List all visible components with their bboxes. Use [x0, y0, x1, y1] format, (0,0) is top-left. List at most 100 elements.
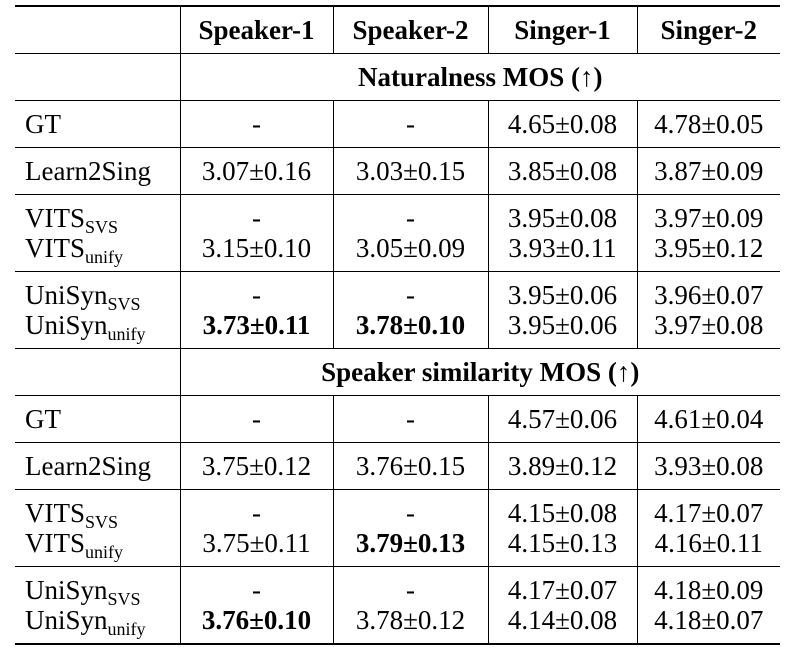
data-row: UniSynSVS - -3.95±0.06 3.96±0.07 — [15, 271, 780, 314]
blank-cell — [15, 348, 180, 396]
score-cell: 4.18±0.09 — [636, 566, 780, 605]
score-cell: 4.14±0.08 — [487, 605, 637, 644]
method-subscript: unify — [85, 247, 123, 267]
method-base: UniSyn — [25, 575, 108, 605]
method-subscript: SVS — [85, 512, 119, 532]
score-cell: 4.65±0.08 — [487, 100, 637, 148]
score-cell: 4.57±0.06 — [487, 395, 637, 443]
score-cell: 3.87±0.09 — [636, 147, 780, 195]
score-cell: - — [179, 271, 333, 310]
score-cell: - — [332, 100, 488, 148]
method-name: UniSynSVS — [15, 566, 180, 608]
method-base: UniSyn — [25, 310, 108, 340]
score-cell: 4.15±0.13 — [487, 528, 637, 567]
blank-cell — [15, 53, 180, 101]
data-row: UniSynunify 3.73±0.11 3.78±0.10 3.95±0.06 3.… — [15, 310, 780, 349]
method-base: VITS — [25, 528, 85, 558]
score-cell: - — [332, 489, 488, 528]
method-name: VITSunify — [15, 528, 180, 567]
score-cell: 3.75±0.11 — [179, 528, 333, 567]
score-cell: - — [179, 489, 333, 528]
score-cell: - — [179, 566, 333, 605]
score-cell: 3.79±0.13 — [332, 528, 488, 567]
score-cell: 4.17±0.07 — [487, 566, 637, 605]
score-cell: 3.78±0.12 — [332, 605, 488, 644]
score-cell: 4.15±0.08 — [487, 489, 637, 528]
data-row: GT - -4.57±0.06 4.61±0.04 — [15, 395, 780, 443]
header-row: Speaker-1 Speaker-2 Singer-1 Singer-2 — [15, 6, 780, 54]
method-base: UniSyn — [25, 605, 108, 635]
data-row: UniSynSVS - -4.17±0.07 4.18±0.09 — [15, 566, 780, 608]
data-row: VITSunify 3.75±0.11 3.79±0.13 4.15±0.13 4.16… — [15, 528, 780, 567]
score-cell: - — [332, 395, 488, 443]
score-cell: 3.85±0.08 — [487, 147, 637, 195]
score-cell: 3.95±0.08 — [487, 194, 637, 233]
score-cell: 3.07±0.16 — [179, 147, 333, 195]
column-header: Singer-2 — [636, 6, 780, 54]
score-cell: 4.61±0.04 — [636, 395, 780, 443]
score-cell: - — [332, 566, 488, 605]
score-cell: - — [179, 100, 333, 148]
score-cell: 3.76±0.10 — [179, 605, 333, 644]
method-base: GT — [25, 404, 61, 434]
data-row: UniSynunify 3.76±0.10 3.78±0.12 4.14±0.08 4.… — [15, 605, 780, 644]
score-cell: 4.18±0.07 — [636, 605, 780, 644]
method-subscript: unify — [107, 619, 146, 639]
score-cell: 3.95±0.06 — [487, 310, 637, 349]
method-name: UniSynunify — [15, 310, 180, 349]
section-title: Naturalness MOS (↑) — [179, 53, 780, 101]
score-cell: 4.16±0.11 — [636, 528, 780, 567]
method-name: VITSunify — [15, 233, 180, 272]
column-header: Speaker-2 — [332, 6, 488, 54]
score-cell: - — [332, 271, 488, 310]
data-row: VITSSVS - -3.95±0.08 3.97±0.09 — [15, 194, 780, 237]
score-cell: 3.89±0.12 — [487, 442, 637, 490]
score-cell: 3.93±0.08 — [636, 442, 780, 490]
results-table: Speaker-1 Speaker-2 Singer-1 Singer-2 Natura… — [15, 5, 780, 645]
method-name: GT — [15, 100, 180, 148]
method-name: UniSynSVS — [15, 271, 180, 314]
corner-cell — [15, 6, 180, 54]
method-name: UniSynunify — [15, 605, 180, 644]
data-row: VITSSVS - -4.15±0.08 4.17±0.07 — [15, 489, 780, 532]
score-cell: 3.78±0.10 — [332, 310, 488, 349]
method-base: VITS — [25, 203, 85, 233]
method-base: GT — [25, 109, 61, 139]
method-base: VITS — [25, 498, 85, 528]
data-row: VITSunify 3.15±0.10 3.05±0.09 3.93±0.11 3.95… — [15, 233, 780, 272]
column-header: Singer-1 — [487, 6, 637, 54]
method-name: Learn2Sing — [15, 147, 180, 195]
section-row: Speaker similarity MOS (↑) — [15, 348, 780, 396]
score-cell: 4.78±0.05 — [636, 100, 780, 148]
method-name: VITSSVS — [15, 489, 180, 532]
table-body: Speaker-1 Speaker-2 Singer-1 Singer-2 Natura… — [15, 6, 780, 644]
method-base: Learn2Sing — [25, 451, 151, 481]
score-cell: 3.76±0.15 — [332, 442, 488, 490]
method-base: Learn2Sing — [25, 156, 151, 186]
data-row: Learn2Sing 3.75±0.12 3.76±0.15 3.89±0.12 3.9… — [15, 442, 780, 490]
method-subscript: SVS — [85, 217, 119, 237]
section-row: Naturalness MOS (↑) — [15, 53, 780, 101]
score-cell: 3.95±0.06 — [487, 271, 637, 310]
score-cell: 3.05±0.09 — [332, 233, 488, 272]
section-title: Speaker similarity MOS (↑) — [179, 348, 780, 396]
method-base: UniSyn — [25, 280, 108, 310]
score-cell: 3.93±0.11 — [487, 233, 637, 272]
method-base: VITS — [25, 233, 85, 263]
data-row: Learn2Sing 3.07±0.16 3.03±0.15 3.85±0.08 3.8… — [15, 147, 780, 195]
method-subscript: unify — [107, 324, 146, 344]
score-cell: - — [179, 194, 333, 233]
method-name: GT — [15, 395, 180, 443]
data-row: GT - -4.65±0.08 4.78±0.05 — [15, 100, 780, 148]
score-cell: 3.97±0.09 — [636, 194, 780, 233]
score-cell: 3.96±0.07 — [636, 271, 780, 310]
score-cell: 3.15±0.10 — [179, 233, 333, 272]
method-subscript: SVS — [107, 294, 141, 314]
method-name: Learn2Sing — [15, 442, 180, 490]
column-header: Speaker-1 — [179, 6, 333, 54]
score-cell: - — [332, 194, 488, 233]
score-cell: - — [179, 395, 333, 443]
score-cell: 4.17±0.07 — [636, 489, 780, 528]
score-cell: 3.73±0.11 — [179, 310, 333, 349]
method-subscript: unify — [85, 542, 123, 562]
